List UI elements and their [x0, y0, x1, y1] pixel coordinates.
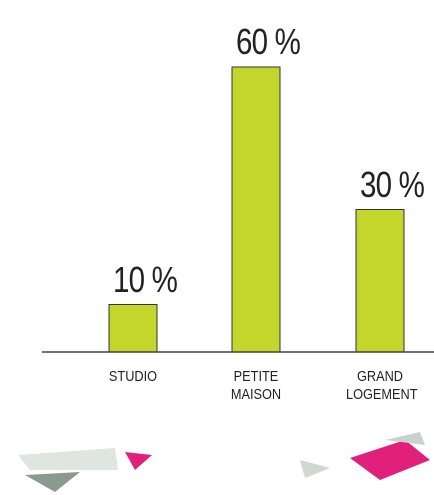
value-label: 30 % [359, 163, 425, 205]
bar [108, 304, 158, 353]
x-tick-label: GRAND LOGEMENT [346, 368, 418, 403]
x-tick-label: STUDIO [108, 368, 158, 385]
decoration [18, 432, 430, 492]
bar [231, 66, 281, 353]
x-tick-label: PETITE MAISON [230, 368, 282, 403]
bar [355, 209, 405, 353]
value-label: 10 % [112, 258, 178, 300]
value-label: 60 % [235, 21, 301, 62]
